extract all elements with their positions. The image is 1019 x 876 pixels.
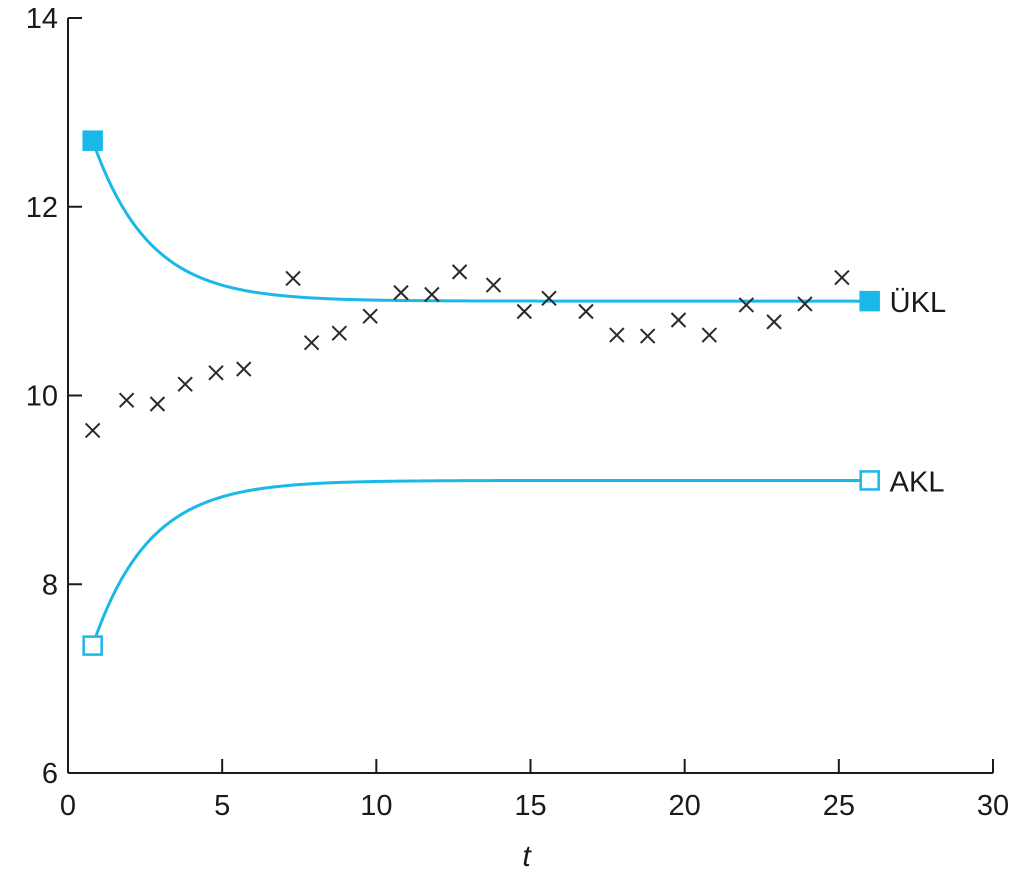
- series-marker-ukl-end: [859, 290, 880, 312]
- observation-point: [393, 284, 409, 301]
- observations-layer: [84, 264, 850, 439]
- observation-point: [424, 286, 440, 303]
- axes: [67, 18, 993, 774]
- observation-point: [639, 328, 656, 344]
- observation-point: [331, 325, 348, 341]
- observation-point: [177, 376, 193, 392]
- observation-point: [362, 308, 378, 324]
- series-line-akl: [91, 478, 870, 647]
- y-tick-label: 8: [42, 569, 58, 601]
- series-marker-akl-start: [82, 635, 103, 656]
- series-label-akl: AKL: [890, 466, 945, 498]
- observation-point: [303, 334, 320, 351]
- observation-point: [149, 396, 166, 412]
- observation-point: [516, 303, 533, 320]
- observation-point: [236, 361, 252, 377]
- observation-point: [208, 365, 224, 381]
- observation-point: [541, 290, 557, 307]
- observation-point: [609, 327, 625, 343]
- observation-point: [84, 422, 101, 439]
- series-marker-akl-end: [859, 470, 880, 491]
- x-tick-label: 25: [823, 790, 855, 822]
- x-tick-label: 5: [214, 790, 230, 822]
- y-tick-label: 10: [26, 381, 58, 413]
- x-tick-label: 20: [669, 790, 701, 822]
- observation-point: [578, 303, 594, 320]
- observation-point: [285, 270, 301, 287]
- series-line-ukl: [91, 140, 870, 303]
- y-ticks: 6 8 10 12 14: [26, 3, 82, 790]
- observation-point: [451, 264, 468, 280]
- observation-point: [834, 269, 850, 286]
- series-label-ukl: ÜKL: [890, 287, 946, 319]
- x-tick-label: 0: [60, 790, 76, 822]
- observation-point: [797, 296, 813, 312]
- x-ticks: 0 5 10 15 20 25 30: [60, 759, 1009, 822]
- observation-point: [118, 392, 135, 408]
- y-tick-label: 6: [42, 758, 58, 790]
- x-tick-label: 15: [514, 790, 546, 822]
- x-tick-label: 10: [360, 790, 392, 822]
- y-tick-label: 14: [26, 3, 58, 35]
- series-marker-ukl-start: [82, 130, 103, 151]
- x-axis-title: t: [522, 840, 532, 873]
- observation-point: [701, 327, 718, 343]
- observation-point: [670, 312, 687, 328]
- x-tick-label: 30: [977, 790, 1009, 822]
- series-layer: ÜKL AKL: [82, 130, 946, 656]
- observation-point: [766, 314, 782, 330]
- observation-point: [738, 297, 755, 313]
- y-tick-label: 12: [26, 192, 58, 224]
- observation-point: [485, 277, 502, 293]
